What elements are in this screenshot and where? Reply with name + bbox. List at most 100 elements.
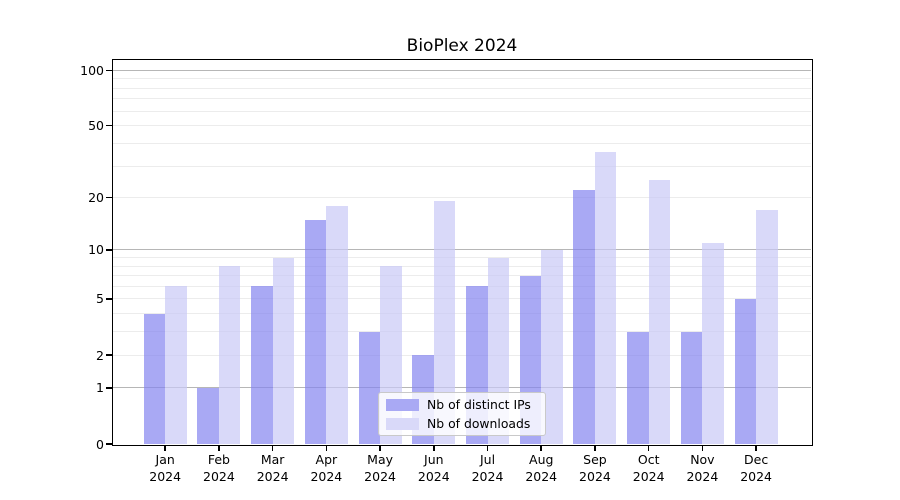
legend-label-downloads: Nb of downloads: [427, 415, 531, 431]
bar-ips-jan: [143, 313, 166, 444]
gridline-major: [113, 69, 811, 71]
x-tick: [647, 445, 650, 451]
y-tick: [106, 196, 112, 199]
gridline-minor: [113, 285, 811, 287]
x-tick-year: 2024: [203, 468, 235, 484]
x-tick: [486, 445, 489, 451]
legend-item-downloads: Nb of downloads: [386, 416, 545, 432]
x-tick-month: May: [367, 452, 393, 467]
y-tick-label: 5: [96, 291, 104, 307]
bar-ips-may: [358, 331, 381, 444]
gridline-minor: [113, 197, 811, 199]
x-tick: [271, 445, 274, 451]
x-tick-label: Sep 2024: [555, 452, 635, 485]
x-tick: [325, 445, 328, 451]
y-tick: [106, 298, 112, 300]
x-tick-year: 2024: [686, 468, 719, 484]
x-tick-label: Aug 2024: [501, 452, 581, 485]
bar-downloads-sep: [594, 151, 617, 444]
x-tick-label: Apr 2024: [286, 452, 366, 485]
y-tick: [106, 443, 112, 445]
legend-item-distinct-ips: Nb of distinct IPs: [386, 397, 545, 413]
bar-downloads-dec: [756, 210, 778, 444]
gridline-minor: [113, 275, 811, 277]
gridline-major: [113, 249, 811, 251]
bar-ips-apr: [304, 219, 327, 444]
bar-downloads-jun: [433, 201, 456, 444]
bar-downloads-apr: [326, 205, 348, 444]
x-tick-year: 2024: [632, 468, 665, 484]
x-tick-year: 2024: [256, 468, 289, 484]
gridline-minor: [113, 165, 811, 167]
bar-downloads-nov: [702, 242, 724, 444]
x-tick: [433, 445, 435, 451]
x-tick-label: Mar 2024: [233, 452, 313, 485]
legend: Nb of distinct IPs Nb of downloads: [378, 392, 546, 436]
gridline-minor: [113, 313, 811, 315]
gridline-minor: [113, 257, 811, 259]
x-tick-label: Feb 2024: [179, 452, 259, 485]
y-tick: [106, 387, 112, 389]
bar-ips-oct: [627, 331, 649, 444]
x-tick-month: Aug: [529, 452, 554, 467]
x-tick-label: Oct 2024: [609, 452, 689, 485]
x-tick-month: Feb: [207, 452, 230, 467]
chart-title: BioPlex 2024: [406, 36, 518, 56]
y-tick-label: 100: [80, 62, 104, 78]
x-tick-month: Oct: [637, 452, 660, 467]
x-tick-month: Nov: [690, 452, 715, 467]
y-tick: [106, 249, 112, 251]
legend-swatch-distinct-ips: [386, 398, 419, 411]
y-tick: [106, 69, 112, 72]
x-tick-year: 2024: [417, 468, 450, 484]
x-tick-month: Jul: [479, 452, 496, 467]
x-tick-month: Apr: [315, 452, 338, 467]
x-tick: [594, 445, 596, 451]
legend-label-distinct-ips: Nb of distinct IPs: [427, 396, 531, 412]
y-tick-label: 1: [96, 380, 104, 396]
gridline-minor: [113, 331, 811, 333]
x-tick-label: Jul 2024: [448, 452, 528, 485]
gridline-minor: [113, 142, 811, 144]
bar-ips-mar: [251, 286, 273, 444]
x-tick: [218, 445, 220, 451]
gridline-minor: [113, 87, 811, 89]
x-tick-month: Jan: [155, 452, 175, 467]
x-tick-year: 2024: [310, 468, 343, 484]
gridline-minor: [113, 125, 811, 127]
x-tick: [379, 445, 381, 451]
x-tick-label: Dec 2024: [716, 452, 796, 485]
gridline-minor: [113, 265, 811, 267]
x-tick-year: 2024: [364, 468, 396, 484]
gridline-minor: [113, 354, 811, 356]
y-tick: [106, 124, 112, 127]
x-tick-label: Nov 2024: [662, 452, 742, 485]
y-tick-label: 0: [96, 436, 104, 452]
bar-ips-dec: [734, 298, 757, 444]
bar-downloads-feb: [218, 266, 241, 444]
bar-downloads-mar: [272, 257, 295, 444]
y-tick-label: 2: [96, 347, 104, 363]
x-tick-month: Jun: [424, 452, 444, 467]
x-tick-label: Jan 2024: [125, 452, 205, 485]
x-tick-month: Mar: [260, 452, 285, 467]
gridline-major: [113, 387, 811, 389]
bar-downloads-jan: [165, 286, 187, 444]
gridline-minor: [113, 298, 811, 300]
x-tick-year: 2024: [471, 468, 504, 484]
x-tick-month: Dec: [744, 452, 769, 467]
x-tick-year: 2024: [579, 468, 611, 484]
gridline-minor: [113, 78, 811, 80]
x-tick-label: Jun 2024: [394, 452, 474, 485]
legend-swatch-downloads: [386, 417, 419, 430]
plot-area: Nb of distinct IPs Nb of downloads: [113, 60, 811, 444]
bar-downloads-aug: [541, 249, 563, 444]
bar-ips-sep: [573, 190, 595, 444]
x-tick-year: 2024: [525, 468, 558, 484]
x-tick-year: 2024: [149, 468, 182, 484]
y-tick: [106, 354, 112, 356]
bar-ips-nov: [680, 331, 703, 444]
gridline-minor: [113, 110, 811, 112]
gridline-minor: [113, 98, 811, 100]
